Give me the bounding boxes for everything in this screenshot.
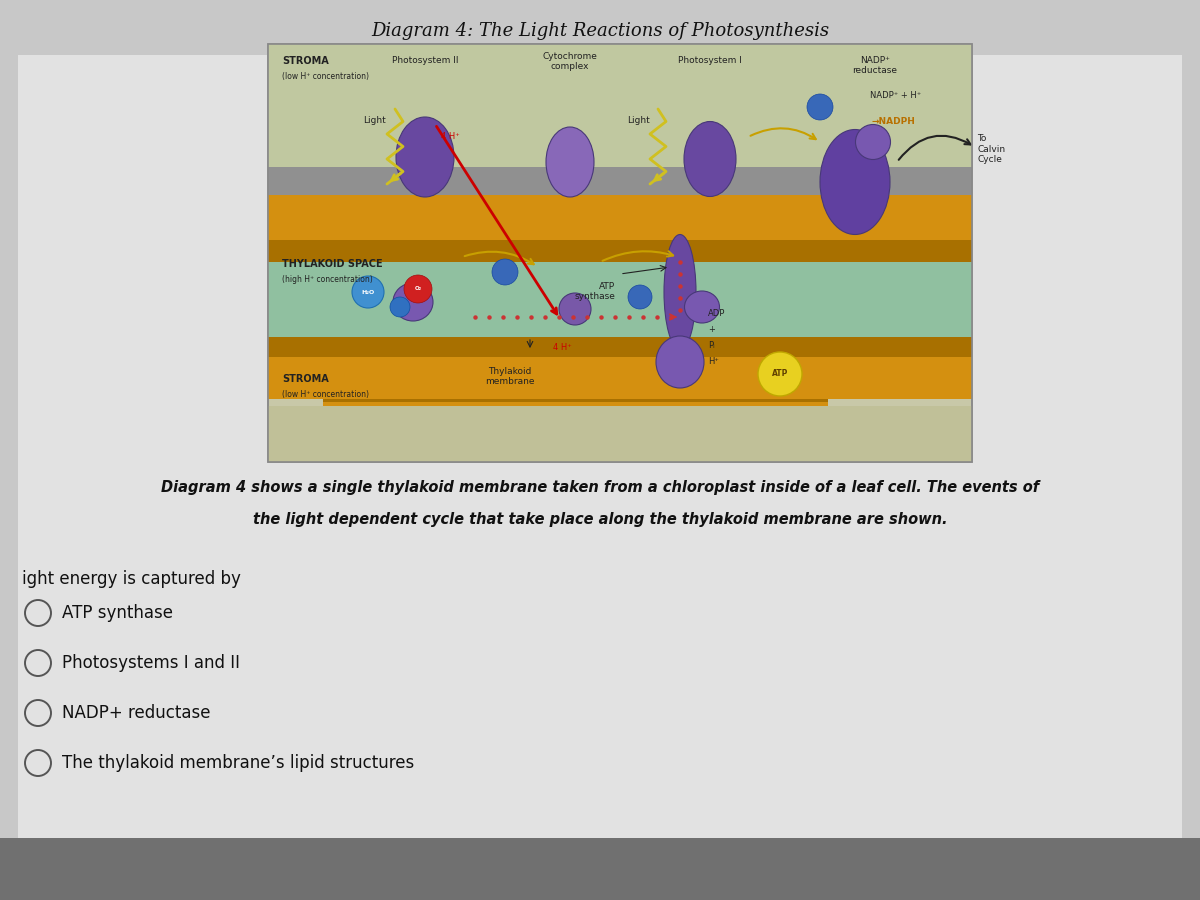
Text: 4 H⁺: 4 H⁺ bbox=[440, 132, 460, 141]
Text: Photosystem I: Photosystem I bbox=[678, 56, 742, 65]
Ellipse shape bbox=[656, 336, 704, 388]
FancyBboxPatch shape bbox=[323, 336, 828, 382]
FancyBboxPatch shape bbox=[268, 352, 972, 399]
Text: NADP+ reductase: NADP+ reductase bbox=[62, 704, 210, 722]
Circle shape bbox=[390, 297, 410, 317]
Text: THYLAKOID SPACE: THYLAKOID SPACE bbox=[282, 259, 383, 269]
Circle shape bbox=[404, 275, 432, 303]
Text: Light: Light bbox=[626, 116, 649, 125]
Text: Photosystem II: Photosystem II bbox=[391, 56, 458, 65]
Text: ATP
synthase: ATP synthase bbox=[574, 282, 616, 302]
Text: The thylakoid membrane’s lipid structures: The thylakoid membrane’s lipid structure… bbox=[62, 754, 414, 772]
Text: Diagram 4 shows a single thylakoid membrane taken from a chloroplast inside of a: Diagram 4 shows a single thylakoid membr… bbox=[161, 480, 1039, 495]
Text: ADP: ADP bbox=[708, 310, 725, 319]
Ellipse shape bbox=[820, 130, 890, 235]
Ellipse shape bbox=[546, 127, 594, 197]
FancyBboxPatch shape bbox=[0, 838, 1200, 900]
Text: (high H⁺ concentration): (high H⁺ concentration) bbox=[282, 275, 373, 284]
FancyBboxPatch shape bbox=[323, 316, 828, 336]
Text: +: + bbox=[708, 326, 715, 335]
Text: H₂O: H₂O bbox=[361, 290, 374, 294]
Circle shape bbox=[492, 259, 518, 285]
Text: ight energy is captured by: ight energy is captured by bbox=[22, 570, 241, 588]
Text: To
Calvin
Cycle: To Calvin Cycle bbox=[977, 134, 1006, 164]
FancyBboxPatch shape bbox=[268, 262, 972, 337]
Text: ATP synthase: ATP synthase bbox=[62, 604, 173, 622]
Ellipse shape bbox=[394, 283, 433, 321]
FancyBboxPatch shape bbox=[323, 402, 828, 406]
FancyBboxPatch shape bbox=[323, 260, 828, 282]
FancyBboxPatch shape bbox=[268, 240, 972, 262]
Text: Cytochrome
complex: Cytochrome complex bbox=[542, 52, 598, 71]
FancyBboxPatch shape bbox=[18, 55, 1182, 845]
Ellipse shape bbox=[664, 235, 696, 349]
FancyBboxPatch shape bbox=[268, 44, 972, 462]
Text: NADP⁺
reductase: NADP⁺ reductase bbox=[852, 56, 898, 76]
FancyBboxPatch shape bbox=[323, 382, 828, 402]
Text: O₂: O₂ bbox=[414, 286, 421, 292]
Text: STROMA: STROMA bbox=[282, 374, 329, 384]
FancyBboxPatch shape bbox=[268, 167, 972, 195]
Text: 4 H⁺: 4 H⁺ bbox=[553, 343, 571, 352]
Text: the light dependent cycle that take place along the thylakoid membrane are shown: the light dependent cycle that take plac… bbox=[253, 512, 947, 527]
FancyBboxPatch shape bbox=[268, 406, 972, 462]
Ellipse shape bbox=[856, 124, 890, 159]
Text: Photosystems I and II: Photosystems I and II bbox=[62, 654, 240, 672]
Text: NADP⁺ + H⁺: NADP⁺ + H⁺ bbox=[870, 91, 922, 100]
Text: Pᵢ: Pᵢ bbox=[708, 341, 715, 350]
Circle shape bbox=[628, 285, 652, 309]
Text: (low H⁺ concentration): (low H⁺ concentration) bbox=[282, 72, 370, 81]
FancyBboxPatch shape bbox=[268, 357, 972, 399]
Text: (low H⁺ concentration): (low H⁺ concentration) bbox=[282, 390, 370, 399]
FancyBboxPatch shape bbox=[268, 337, 972, 357]
Text: Thylakoid
membrane: Thylakoid membrane bbox=[485, 367, 535, 386]
Ellipse shape bbox=[684, 122, 736, 196]
Circle shape bbox=[808, 94, 833, 120]
Text: STROMA: STROMA bbox=[282, 56, 329, 66]
Text: →NADPH: →NADPH bbox=[872, 118, 916, 127]
Ellipse shape bbox=[396, 117, 454, 197]
FancyBboxPatch shape bbox=[268, 44, 972, 167]
Ellipse shape bbox=[559, 293, 592, 325]
Ellipse shape bbox=[684, 291, 720, 323]
Circle shape bbox=[758, 352, 802, 396]
Text: ATP: ATP bbox=[772, 370, 788, 379]
FancyBboxPatch shape bbox=[323, 281, 828, 316]
Circle shape bbox=[352, 276, 384, 308]
Text: H⁺: H⁺ bbox=[708, 357, 719, 366]
Text: Light: Light bbox=[364, 116, 386, 125]
FancyBboxPatch shape bbox=[268, 195, 972, 240]
Text: Diagram 4: The Light Reactions of Photosynthesis: Diagram 4: The Light Reactions of Photos… bbox=[371, 22, 829, 40]
